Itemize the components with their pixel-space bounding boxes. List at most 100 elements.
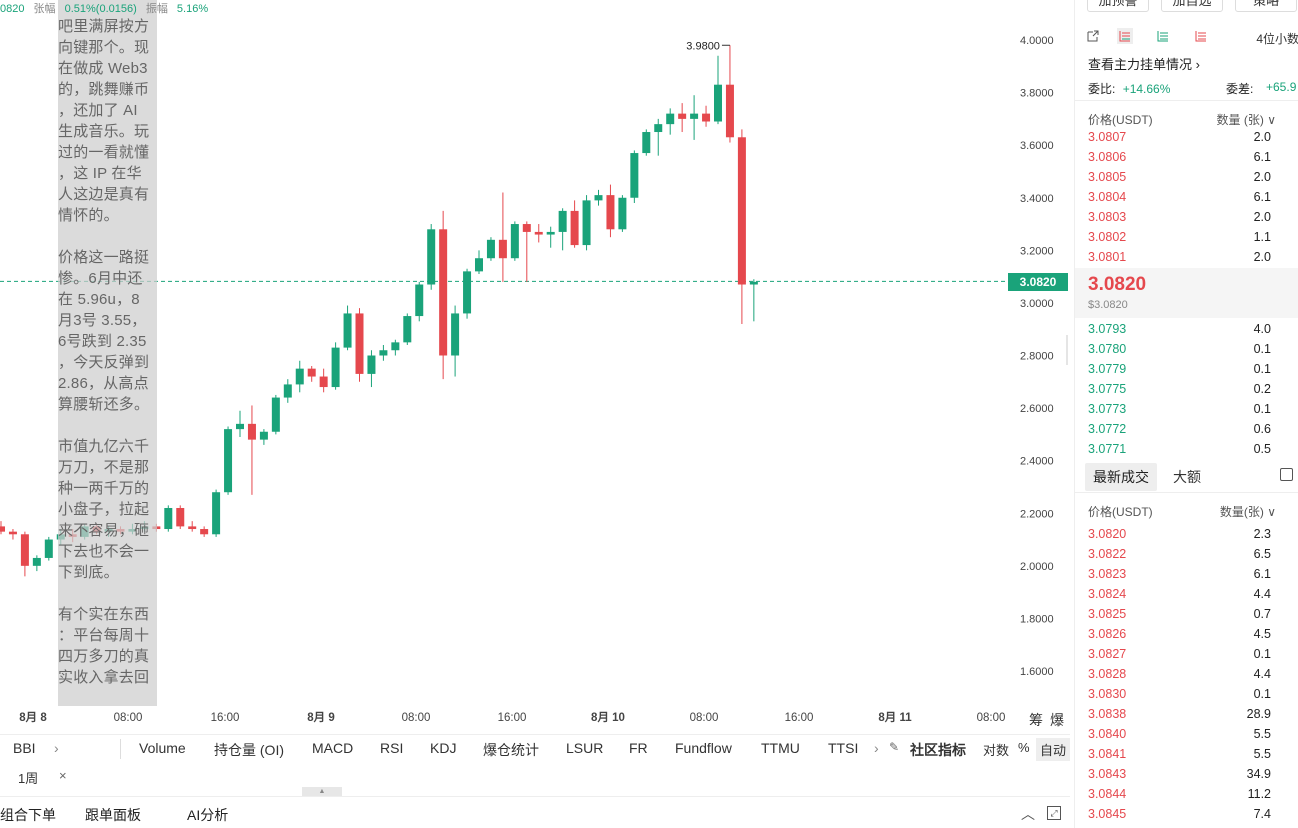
candle-body: [212, 492, 221, 535]
close-icon[interactable]: ×: [59, 768, 67, 783]
tab-kdj[interactable]: KDJ: [430, 740, 457, 756]
ask-row[interactable]: 3.0803 2.0: [1088, 207, 1286, 227]
ask-row[interactable]: 3.0801 2.0: [1088, 247, 1286, 267]
y-tick-label: 2.0000: [1020, 561, 1054, 573]
trade-row[interactable]: 3.0841 5.5: [1088, 744, 1286, 764]
candle-body: [678, 113, 687, 119]
row-price: 3.0822: [1088, 547, 1127, 561]
bid-row[interactable]: 3.0772 0.6: [1088, 419, 1286, 439]
tab-fundflow[interactable]: Fundflow: [675, 740, 732, 756]
book-both-icon[interactable]: [1117, 28, 1133, 44]
tab-open-interest[interactable]: 持仓量 (OI): [214, 742, 284, 758]
tab-large-trades[interactable]: 大额: [1173, 469, 1201, 485]
liquidation-toggle[interactable]: 爆: [1050, 712, 1064, 728]
tab-latest-trades[interactable]: 最新成交: [1085, 463, 1157, 491]
decimals-select[interactable]: 4位小数: [1256, 32, 1298, 46]
row-qty: 0.1: [1253, 402, 1271, 416]
chevron-right-icon[interactable]: ›: [874, 740, 879, 756]
ask-row[interactable]: 3.0802 1.1: [1088, 227, 1286, 247]
row-price: 3.0802: [1088, 230, 1127, 244]
edit-icon[interactable]: ✎: [889, 740, 900, 754]
tab-ttsi[interactable]: TTSI: [828, 740, 859, 756]
header-qty[interactable]: 数量 (张) ∨: [1216, 113, 1276, 127]
ask-row[interactable]: 3.0805 2.0: [1088, 167, 1286, 187]
bid-row[interactable]: 3.0771 0.5: [1088, 439, 1286, 459]
auto-scale-toggle[interactable]: 自动: [1036, 738, 1071, 761]
tab-rsi[interactable]: RSI: [380, 740, 404, 756]
candle-body: [534, 231, 543, 235]
add-watchlist-button[interactable]: 加自选: [1161, 0, 1223, 12]
trade-row[interactable]: 3.0823 6.1: [1088, 564, 1286, 584]
tab-fr[interactable]: FR: [629, 740, 648, 756]
row-price: 3.0803: [1088, 210, 1127, 224]
log-scale-toggle[interactable]: 对数: [983, 743, 1010, 758]
collapse-panel-handle[interactable]: ‹: [1066, 335, 1068, 365]
tab-bbi[interactable]: BBI: [13, 740, 36, 756]
trade-row[interactable]: 3.0824 4.4: [1088, 584, 1286, 604]
candlestick-chart[interactable]: 4.0000 3.8000 3.6000 3.4000 3.2000 3.0000 2.80…: [0, 0, 1068, 732]
trade-row[interactable]: 3.0826 4.5: [1088, 624, 1286, 644]
community-indicators[interactable]: 社区指标: [910, 742, 966, 758]
percent-scale-toggle[interactable]: %: [1018, 740, 1030, 755]
row-qty: 2.0: [1253, 130, 1271, 144]
candle-body: [271, 397, 280, 432]
bid-row[interactable]: 3.0780 0.1: [1088, 339, 1286, 359]
candle-body: [32, 557, 41, 566]
candle-body: [522, 224, 531, 232]
tab-volume[interactable]: Volume: [139, 740, 186, 756]
trade-row[interactable]: 3.0827 0.1: [1088, 644, 1286, 664]
book-bids-icon[interactable]: [1155, 28, 1171, 44]
tab-ttmu[interactable]: TTMU: [761, 740, 800, 756]
overlay-text-line: ，这 IP 在华: [58, 165, 142, 182]
follow-panel-tab[interactable]: 跟单面板: [85, 807, 141, 823]
ask-row[interactable]: 3.0806 6.1: [1088, 147, 1286, 167]
external-link-icon[interactable]: [1085, 28, 1101, 44]
bid-row[interactable]: 3.0793 4.0: [1088, 319, 1286, 339]
row-price: 3.0773: [1088, 402, 1127, 416]
chevron-right-icon[interactable]: ›: [54, 740, 59, 756]
trade-row[interactable]: 3.0840 5.5: [1088, 724, 1286, 744]
trade-row[interactable]: 3.0820 2.3: [1088, 524, 1286, 544]
row-qty: 4.5: [1253, 627, 1271, 641]
strategy-button[interactable]: 策略: [1235, 0, 1297, 12]
combo-order-tab[interactable]: 组合下单: [0, 807, 56, 823]
ask-row[interactable]: 3.0807 2.0: [1088, 127, 1286, 147]
candle-body: [510, 224, 519, 259]
diff-value: +65.9: [1266, 80, 1297, 94]
trade-row[interactable]: 3.0845 7.4: [1088, 804, 1286, 824]
main-orders-link[interactable]: 查看主力挂单情况 ›: [1088, 57, 1200, 72]
tab-macd[interactable]: MACD: [312, 740, 354, 756]
trade-row[interactable]: 3.0838 28.9: [1088, 704, 1286, 724]
chips-toggle[interactable]: 筹: [1029, 712, 1043, 728]
bid-row[interactable]: 3.0779 0.1: [1088, 359, 1286, 379]
text-overlay-panel: 吧里满屏按方 向键那个。现 在做成 Web3 的，跳舞赚币 ，还加了 AI 生成音乐。玩过…: [58, 0, 157, 706]
candle-body: [582, 200, 591, 246]
trade-row[interactable]: 3.0825 0.7: [1088, 604, 1286, 624]
trade-row[interactable]: 3.0828 4.4: [1088, 664, 1286, 684]
chevron-up-icon[interactable]: ︿: [1021, 806, 1035, 822]
candle-body: [415, 284, 424, 317]
trade-row[interactable]: 3.0822 6.5: [1088, 544, 1286, 564]
chart-area[interactable]: 0820 张幅 0.51%(0.0156) 振幅 5.16% 4.0000 3.8…: [0, 0, 1068, 732]
period-1w[interactable]: 1周: [18, 771, 39, 786]
expand-icon[interactable]: ⤢: [1047, 806, 1061, 820]
trade-row[interactable]: 3.0843 34.9: [1088, 764, 1286, 784]
bid-row[interactable]: 3.0773 0.1: [1088, 399, 1286, 419]
ai-analysis-tab[interactable]: AI分析: [187, 807, 229, 823]
candle-body: [379, 350, 388, 356]
trade-row[interactable]: 3.0830 0.1: [1088, 684, 1286, 704]
bid-ask-ratio: 委比: +14.66% 委差: +65.9: [1088, 80, 1298, 97]
trades-header-qty[interactable]: 数量(张) ∨: [1219, 505, 1276, 519]
ask-row[interactable]: 3.0804 6.1: [1088, 187, 1286, 207]
row-price: 3.0824: [1088, 587, 1127, 601]
row-price: 3.0830: [1088, 687, 1127, 701]
trade-row[interactable]: 3.0844 11.2: [1088, 784, 1286, 804]
bid-row[interactable]: 3.0775 0.2: [1088, 379, 1286, 399]
book-asks-icon[interactable]: [1193, 28, 1209, 44]
tab-lsur[interactable]: LSUR: [566, 740, 604, 756]
y-tick-label: 3.4000: [1020, 193, 1054, 205]
large-trades-checkbox[interactable]: [1280, 468, 1293, 481]
tab-liquidation-stats[interactable]: 爆仓统计: [483, 742, 539, 758]
panel-drag-handle[interactable]: ▲: [302, 787, 342, 796]
add-alert-button[interactable]: 加预警: [1087, 0, 1149, 12]
